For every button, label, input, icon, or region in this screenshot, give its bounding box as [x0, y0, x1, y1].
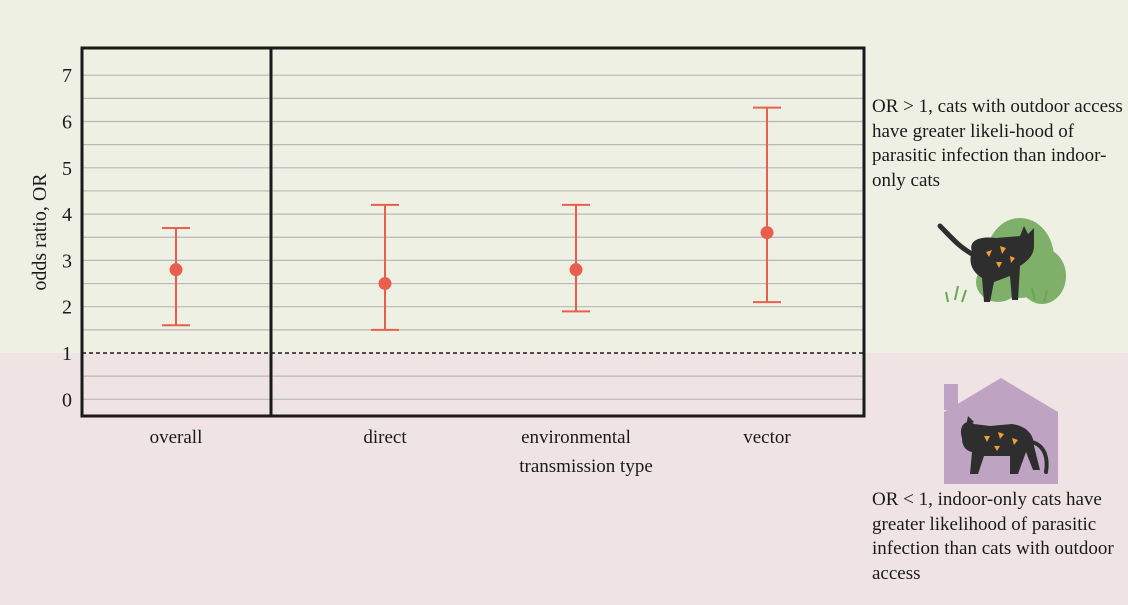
error-bar-vector	[753, 106, 781, 304]
y-tick-label: 2	[62, 297, 72, 319]
y-tick-label: 7	[62, 65, 72, 87]
estimate-point	[169, 263, 183, 277]
upper-background	[0, 0, 1128, 353]
y-axis-label: odds ratio, OR	[29, 173, 51, 291]
x-category-label: direct	[363, 427, 407, 448]
indoor-cat-house-icon	[944, 378, 1058, 484]
x-axis-label: transmission type	[519, 456, 653, 477]
x-category-label: vector	[743, 427, 791, 448]
y-tick-label: 0	[62, 389, 72, 411]
estimate-point	[760, 226, 774, 240]
y-tick-label: 5	[62, 158, 72, 180]
x-category-label: environmental	[521, 427, 631, 448]
y-tick-label: 3	[62, 250, 72, 272]
grid-lines	[82, 74, 864, 400]
lower-background	[0, 353, 1128, 605]
y-tick-labels: 0 1 2 3 4 5 6 7	[62, 65, 72, 411]
y-tick-label: 4	[62, 204, 72, 226]
or-below-one-note: OR < 1, indoor-only cats have greater li…	[872, 489, 1114, 584]
y-tick-label: 6	[62, 112, 72, 134]
x-category-labels: overall direct environmental vector	[150, 427, 792, 448]
estimate-point	[378, 277, 392, 291]
error-bar-overall	[162, 226, 190, 327]
plot-frame	[80, 46, 866, 418]
error-bar-environmental	[562, 203, 590, 313]
outdoor-cat-icon	[937, 218, 1066, 304]
error-bars	[162, 106, 781, 331]
x-category-label: overall	[150, 427, 203, 448]
y-tick-label: 1	[62, 343, 72, 365]
estimate-point	[569, 263, 583, 277]
error-bar-direct	[371, 203, 399, 331]
or-above-one-note: OR > 1, cats with outdoor access have gr…	[872, 96, 1123, 191]
